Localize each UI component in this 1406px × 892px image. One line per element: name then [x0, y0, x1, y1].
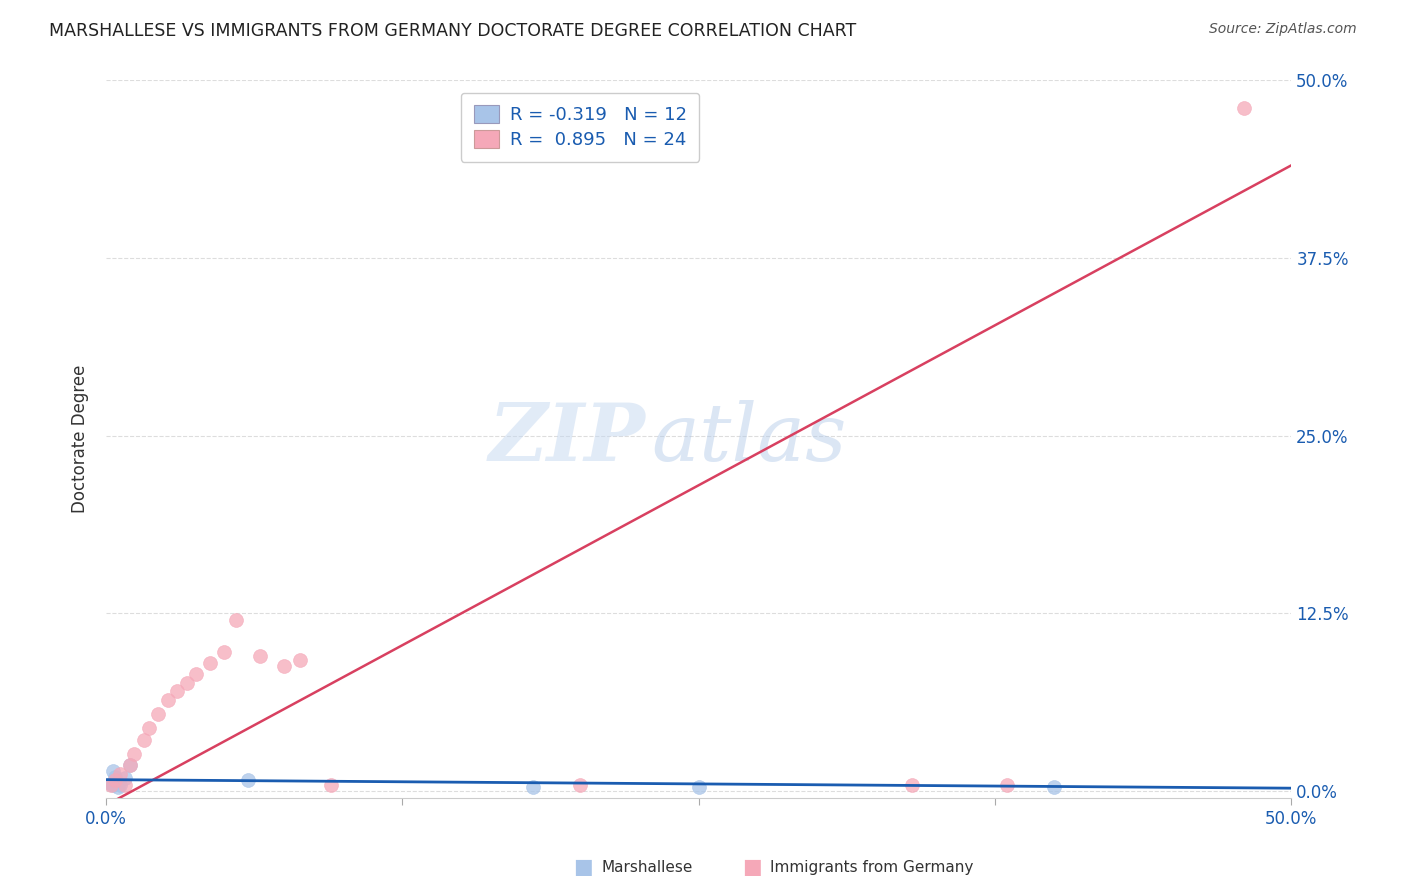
Text: ■: ■	[742, 857, 762, 877]
Point	[522, 780, 544, 794]
Point	[118, 758, 141, 772]
Point	[146, 707, 169, 722]
Text: ZIP: ZIP	[488, 401, 645, 478]
Y-axis label: Doctorate Degree: Doctorate Degree	[72, 365, 89, 513]
Point	[214, 645, 236, 659]
Point	[901, 778, 924, 792]
Point	[114, 771, 136, 785]
Text: Marshallese: Marshallese	[602, 860, 693, 874]
Point	[118, 758, 141, 772]
Legend: R = -0.319   N = 12, R =  0.895   N = 24: R = -0.319 N = 12, R = 0.895 N = 24	[461, 93, 699, 161]
Point	[156, 693, 179, 707]
Point	[124, 747, 146, 761]
Point	[107, 780, 129, 794]
Point	[101, 778, 124, 792]
Point	[166, 684, 188, 698]
Point	[100, 778, 122, 792]
Point	[321, 778, 343, 792]
Point	[100, 777, 122, 791]
Point	[104, 770, 127, 784]
Point	[176, 676, 198, 690]
Point	[114, 778, 136, 792]
Point	[225, 613, 247, 627]
Point	[569, 778, 592, 792]
Text: Source: ZipAtlas.com: Source: ZipAtlas.com	[1209, 22, 1357, 37]
Text: atlas: atlas	[651, 401, 846, 478]
Point	[104, 772, 127, 787]
Point	[1233, 102, 1256, 116]
Point	[108, 767, 131, 781]
Point	[132, 732, 155, 747]
Point	[995, 778, 1018, 792]
Text: ■: ■	[574, 857, 593, 877]
Text: Immigrants from Germany: Immigrants from Germany	[770, 860, 974, 874]
Point	[1043, 780, 1066, 794]
Point	[138, 722, 160, 736]
Point	[200, 656, 222, 670]
Point	[249, 648, 271, 663]
Point	[688, 780, 710, 794]
Text: MARSHALLESE VS IMMIGRANTS FROM GERMANY DOCTORATE DEGREE CORRELATION CHART: MARSHALLESE VS IMMIGRANTS FROM GERMANY D…	[49, 22, 856, 40]
Point	[290, 653, 312, 667]
Point	[273, 659, 295, 673]
Point	[108, 778, 131, 792]
Point	[236, 772, 259, 787]
Point	[101, 764, 124, 778]
Point	[184, 667, 207, 681]
